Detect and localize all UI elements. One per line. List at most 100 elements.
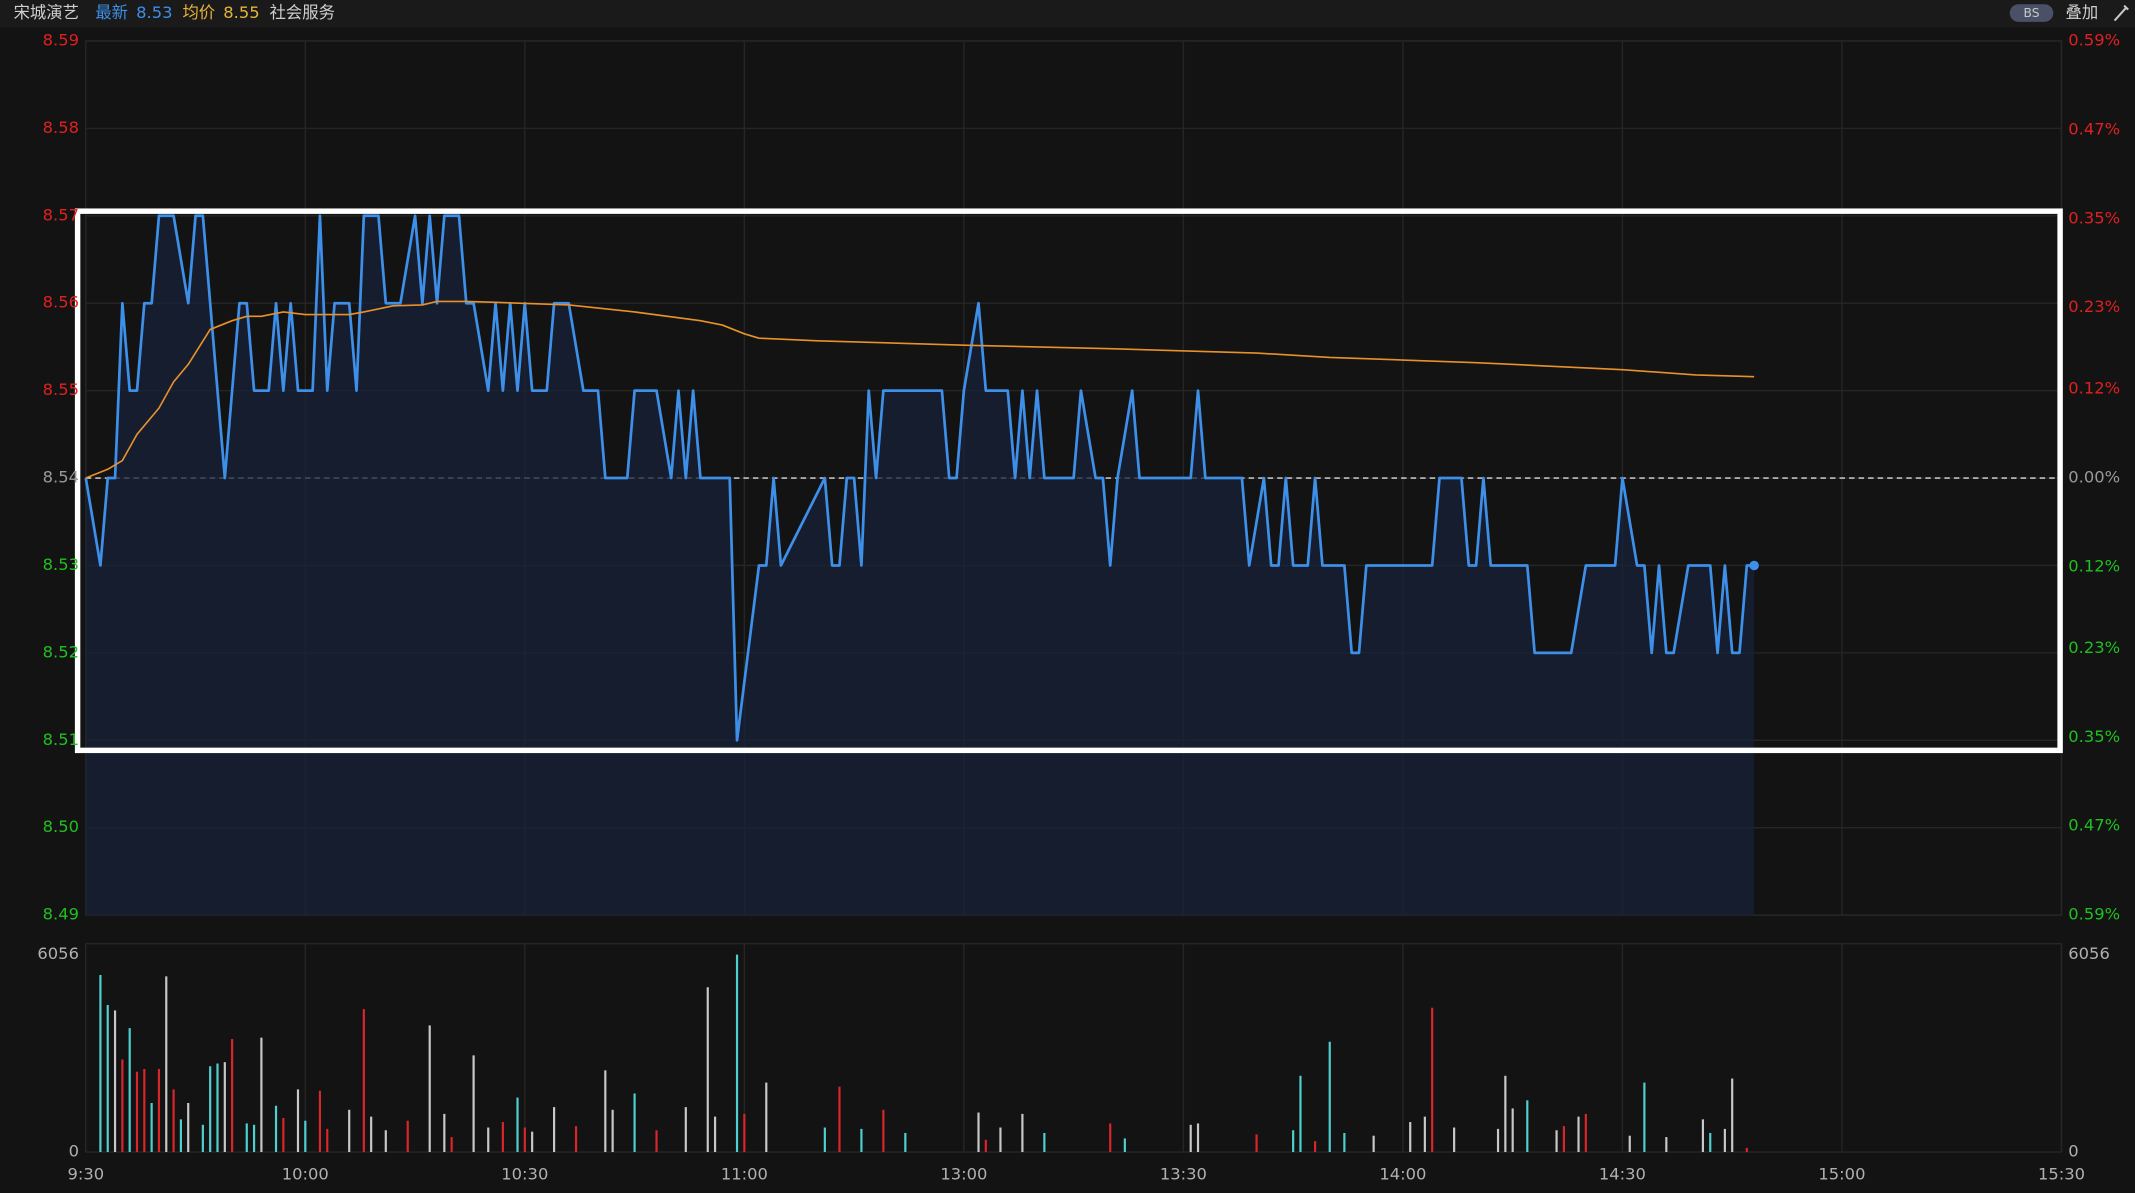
volume-bar: [296, 1089, 300, 1153]
y-tick-label: 8.57: [43, 205, 79, 224]
overlay-button[interactable]: 叠加: [2066, 3, 2099, 22]
volume-bar: [260, 1037, 263, 1153]
volume-bar: [1021, 1113, 1024, 1153]
volume-bar: [999, 1127, 1002, 1153]
volume-bar: [1731, 1078, 1734, 1153]
volume-bar: [150, 1103, 153, 1153]
volume-tick-label: 6056: [37, 944, 79, 963]
volume-bar: [443, 1113, 446, 1153]
volume-bar: [1255, 1134, 1258, 1153]
volume-bar: [1709, 1132, 1712, 1153]
volume-bar: [604, 1070, 607, 1153]
volume-bar: [838, 1086, 841, 1153]
volume-bar: [406, 1120, 409, 1153]
y2-tick-label: 0.35%: [2068, 208, 2120, 227]
volume-bar: [1343, 1132, 1346, 1153]
x-tick-label: 10:00: [282, 1165, 329, 1184]
volume-bar: [201, 1124, 204, 1153]
volume-bar: [1043, 1132, 1046, 1153]
y-tick-label: 8.53: [43, 555, 79, 574]
volume-bar: [1196, 1123, 1200, 1153]
volume-bar: [1745, 1147, 1748, 1153]
volume-tick-label-right: 6056: [2068, 944, 2110, 963]
bs-badge[interactable]: [2009, 4, 2054, 22]
volume-bar: [684, 1107, 687, 1153]
volume-bar: [1109, 1123, 1112, 1153]
volume-bar: [765, 1082, 768, 1153]
volume-bar: [1511, 1108, 1514, 1153]
y-tick-label: 8.56: [43, 293, 79, 312]
volume-bar: [121, 1059, 124, 1153]
volume-bar: [882, 1109, 885, 1153]
volume-bar: [1577, 1116, 1580, 1153]
price-line: [84, 214, 1755, 742]
y-tick-label: 8.51: [43, 730, 79, 749]
volume-bar: [304, 1120, 307, 1153]
volume-bar: [743, 1113, 746, 1153]
volume-bar: [274, 1105, 278, 1153]
volume-bar: [823, 1127, 826, 1153]
volume-bar: [1328, 1041, 1331, 1153]
volume-bar: [209, 1066, 212, 1153]
volume-bar: [735, 954, 739, 1153]
x-tick-label: 13:30: [1160, 1165, 1207, 1184]
volume-bar: [553, 1107, 556, 1153]
volume-bar: [1526, 1100, 1529, 1153]
volume-bar: [326, 1128, 329, 1153]
volume-bar: [501, 1122, 504, 1153]
y-tick-label: 8.55: [43, 380, 79, 399]
sector: 社会服务: [270, 3, 335, 22]
volume-bar: [187, 1103, 190, 1153]
volume-bar: [1628, 1135, 1631, 1153]
volume-bar: [904, 1132, 907, 1153]
volume-bar: [252, 1124, 256, 1153]
draw-tool-icon[interactable]: [2113, 4, 2129, 22]
y-tick-label: 8.50: [43, 817, 79, 836]
y2-tick-label: 0.23%: [2068, 297, 2120, 316]
y-tick-label: 8.54: [43, 468, 79, 487]
volume-bar: [1701, 1119, 1705, 1153]
volume-bar: [713, 1116, 717, 1153]
stock-name: 宋城演艺: [14, 3, 79, 22]
volume-bar: [282, 1118, 285, 1153]
volume-tick-label: 0: [69, 1142, 79, 1161]
bs-badge-text[interactable]: BS: [2024, 6, 2040, 20]
volume-bar: [1314, 1141, 1317, 1153]
x-tick-label: 10:30: [501, 1165, 548, 1184]
volume-bar: [1372, 1135, 1375, 1153]
x-tick-label: 9:30: [67, 1165, 104, 1184]
volume-bar: [633, 1093, 636, 1153]
x-tick-label: 14:30: [1599, 1165, 1646, 1184]
y2-tick-label: 0.47%: [2068, 816, 2120, 835]
y2-tick-label: 0.12%: [2068, 556, 2120, 575]
volume-bar: [223, 1062, 226, 1153]
volume-bar: [231, 1039, 234, 1153]
y2-tick-label: 0.35%: [2068, 727, 2120, 746]
volume-bar: [574, 1126, 578, 1153]
volume-bar: [860, 1128, 863, 1153]
volume-bar: [106, 1004, 109, 1153]
volume-bar: [1562, 1126, 1565, 1153]
y2-tick-label: 0.00%: [2068, 468, 2120, 487]
volume-bar: [1504, 1075, 1507, 1153]
volume-bar: [472, 1055, 475, 1153]
volume-bar: [179, 1119, 182, 1153]
highlight-box: [74, 208, 2063, 754]
y-tick-label: 8.49: [43, 905, 79, 924]
volume-bar: [1292, 1130, 1295, 1153]
volume-bar: [1584, 1113, 1587, 1153]
volume-bar: [157, 1068, 161, 1153]
volume-bar: [135, 1071, 139, 1153]
avg-value: 8.55: [223, 3, 259, 22]
x-tick-label: 15:00: [1818, 1165, 1865, 1184]
y2-tick-label: 0.12%: [2068, 379, 2120, 398]
x-tick-label: 11:00: [721, 1165, 768, 1184]
volume-bar: [1431, 1007, 1434, 1153]
volume-bar: [428, 1025, 431, 1153]
header-bar: [0, 0, 2135, 28]
x-tick-label: 14:00: [1379, 1165, 1426, 1184]
volume-bar: [1299, 1075, 1302, 1153]
x-tick-label: 13:00: [940, 1165, 987, 1184]
